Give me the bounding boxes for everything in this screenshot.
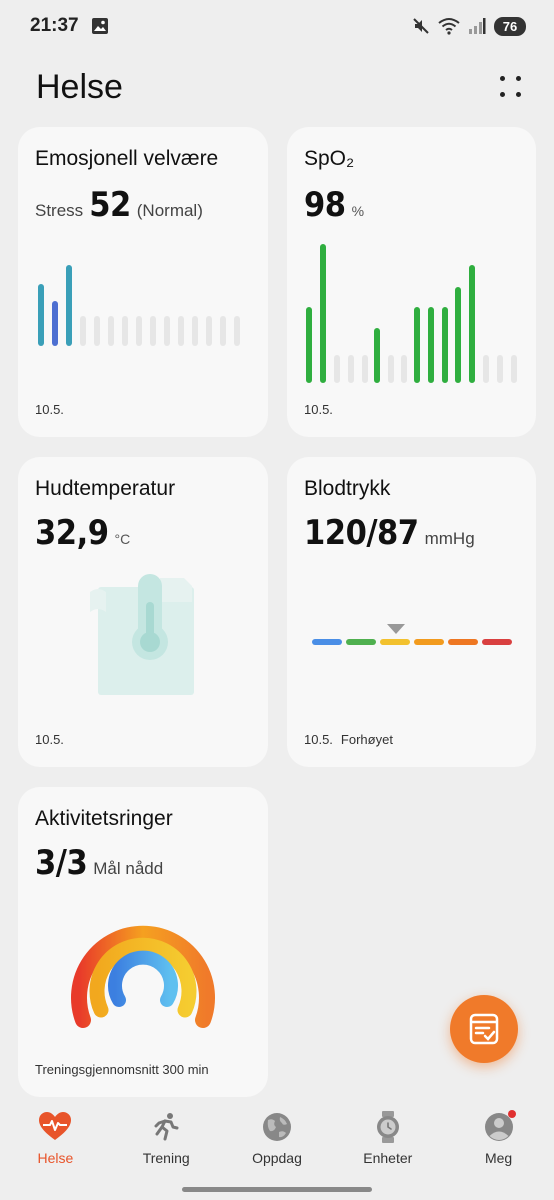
bp-segment-normal xyxy=(346,639,376,645)
spo2-value: 98 xyxy=(304,185,346,225)
stress-bar-empty xyxy=(150,316,156,346)
blood-pressure-status: Forhøyet xyxy=(340,732,393,747)
spo2-bar xyxy=(442,307,448,383)
spo2-bar-empty xyxy=(511,355,517,383)
stress-card[interactable]: Emosjonell velvære Stress 52 (Normal) 10… xyxy=(18,127,268,437)
gallery-icon xyxy=(91,18,108,34)
blood-pressure-unit: mmHg xyxy=(424,529,475,548)
bp-segment-optimal xyxy=(312,639,342,645)
skin-temp-unit: °C xyxy=(114,531,131,547)
stress-bar-empty xyxy=(220,316,226,346)
spo2-bar-empty xyxy=(334,355,340,383)
nav-item-helse[interactable]: Helse xyxy=(5,1110,105,1166)
skin-temperature-card[interactable]: Hudtemperatur 32,9 °C 10.5. xyxy=(18,457,268,767)
blood-pressure-marker xyxy=(387,624,405,634)
spo2-bar xyxy=(428,307,434,383)
stress-bar xyxy=(66,265,72,346)
battery-indicator: 76 xyxy=(494,16,526,36)
stress-date: 10.5. xyxy=(35,402,64,417)
spo2-bar xyxy=(320,244,326,383)
card-title: Blodtrykk xyxy=(304,477,391,500)
more-options-icon[interactable] xyxy=(496,72,526,102)
skin-temp-value: 32,9 xyxy=(35,513,109,553)
spo2-bar-empty xyxy=(483,355,489,383)
stress-label: Stress xyxy=(35,201,84,220)
spo2-bar-empty xyxy=(401,355,407,383)
card-title: Aktivitetsringer xyxy=(35,807,173,830)
thermometer-document-icon xyxy=(90,574,194,695)
card-title: Emosjonell velvære xyxy=(35,147,219,170)
spo2-date: 10.5. xyxy=(304,402,333,417)
stress-bar-empty xyxy=(94,316,100,346)
blood-pressure-card[interactable]: Blodtrykk 120/87 mmHg 10.5. Forhøyet xyxy=(287,457,536,767)
spo2-bar xyxy=(469,265,475,383)
home-indicator[interactable] xyxy=(182,1187,372,1192)
header: Helse xyxy=(36,62,526,112)
stress-bar-empty xyxy=(206,316,212,346)
stress-bar xyxy=(38,284,44,346)
report-button[interactable] xyxy=(450,995,518,1063)
report-icon xyxy=(469,1013,499,1045)
stress-bar-empty xyxy=(234,316,240,346)
spo2-bar xyxy=(306,307,312,383)
stress-status: (Normal) xyxy=(136,201,203,220)
nav-item-oppdag[interactable]: Oppdag xyxy=(227,1110,327,1166)
spo2-bar-empty xyxy=(497,355,503,383)
spo2-card[interactable]: SpO₂ 98 % 10.5. xyxy=(287,127,536,437)
bp-segment-high-2 xyxy=(448,639,478,645)
blood-pressure-scale xyxy=(312,639,512,645)
heart-icon xyxy=(38,1110,72,1144)
card-title: Hudtemperatur xyxy=(35,477,176,500)
bottom-nav: Helse Trening Oppdag xyxy=(0,1100,554,1180)
spo2-bar xyxy=(455,287,461,383)
nav-label: Helse xyxy=(37,1150,74,1166)
spo2-bar-empty xyxy=(362,355,368,383)
nav-label: Trening xyxy=(142,1150,190,1166)
spo2-bar xyxy=(414,307,420,383)
globe-icon xyxy=(260,1110,294,1144)
runner-icon xyxy=(149,1110,183,1144)
page-title: Helse xyxy=(36,67,123,106)
blood-pressure-value: 120/87 xyxy=(304,513,419,553)
status-time: 21:37 xyxy=(30,15,79,36)
stress-value: 52 xyxy=(89,185,131,225)
stress-bar-empty xyxy=(80,316,86,346)
stress-bar-empty xyxy=(178,316,184,346)
bp-segment-elevated xyxy=(380,639,410,645)
signal-icon xyxy=(469,18,486,34)
watch-icon xyxy=(371,1110,405,1144)
notification-dot xyxy=(507,1110,516,1118)
wifi-icon xyxy=(438,18,460,35)
card-title: SpO₂ xyxy=(304,147,355,170)
nav-item-enheter[interactable]: Enheter xyxy=(338,1110,438,1166)
blood-pressure-date: 10.5. xyxy=(304,732,333,747)
activity-footer: Treningsgjennomsnitt 300 min xyxy=(35,1062,209,1077)
spo2-bar-empty xyxy=(348,355,354,383)
nav-label: Oppdag xyxy=(252,1150,302,1166)
bp-segment-high-1 xyxy=(414,639,444,645)
bp-segment-high-3 xyxy=(482,639,512,645)
nav-label: Meg xyxy=(484,1150,513,1166)
spo2-bar-empty xyxy=(388,355,394,383)
activity-rings-card[interactable]: Aktivitetsringer 3/3 Mål nådd Treningsgj… xyxy=(18,787,268,1097)
activity-status: Mål nådd xyxy=(93,859,164,878)
stress-bar-empty xyxy=(136,316,142,346)
stress-bar-empty xyxy=(192,316,198,346)
nav-item-trening[interactable]: Trening xyxy=(116,1110,216,1166)
mute-icon xyxy=(413,18,429,34)
activity-value: 3/3 xyxy=(35,843,88,883)
spo2-bar xyxy=(374,328,380,383)
spo2-unit: % xyxy=(351,203,365,219)
nav-item-meg[interactable]: Meg xyxy=(449,1110,549,1166)
skin-temp-date: 10.5. xyxy=(35,732,64,747)
stress-bar-empty xyxy=(164,316,170,346)
nav-label: Enheter xyxy=(363,1150,413,1166)
status-bar: 21:37 76 xyxy=(0,0,554,52)
activity-rings-icon xyxy=(71,925,215,1028)
stress-bar-empty xyxy=(108,316,114,346)
stress-bar xyxy=(52,301,58,346)
stress-bar-empty xyxy=(122,316,128,346)
profile-icon xyxy=(482,1110,516,1144)
